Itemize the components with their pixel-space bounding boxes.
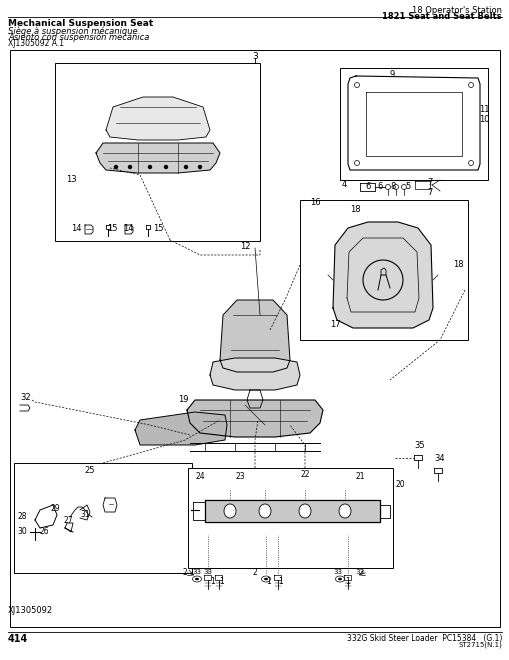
Text: 3: 3: [251, 52, 258, 61]
Text: 414: 414: [8, 634, 28, 644]
Circle shape: [198, 166, 201, 168]
Text: 24: 24: [195, 472, 205, 481]
Text: 1821 Seat and Seat Belts: 1821 Seat and Seat Belts: [382, 12, 501, 21]
Polygon shape: [210, 358, 299, 390]
Text: 14: 14: [71, 224, 81, 233]
Bar: [299, 200, 467, 340]
Text: 15: 15: [106, 224, 117, 233]
Text: 6: 6: [364, 182, 370, 191]
Bar: [340, 68, 487, 180]
Text: 2: 2: [252, 568, 257, 577]
Text: 30: 30: [17, 527, 27, 536]
Ellipse shape: [194, 578, 199, 580]
Text: 7: 7: [427, 178, 432, 187]
Text: 4: 4: [341, 180, 346, 189]
Circle shape: [128, 166, 131, 168]
Text: 18: 18: [452, 260, 462, 269]
Polygon shape: [135, 412, 227, 445]
Text: 32: 32: [20, 393, 31, 402]
Text: 22: 22: [300, 470, 309, 479]
Text: Siège à suspension mécanique: Siège à suspension mécanique: [8, 26, 137, 36]
Text: 7: 7: [427, 188, 432, 197]
Text: ST2715(N.1): ST2715(N.1): [457, 641, 501, 647]
Text: Mechanical Suspension Seat: Mechanical Suspension Seat: [8, 19, 153, 28]
Text: 33: 33: [355, 569, 364, 575]
Text: 33: 33: [203, 569, 212, 575]
Bar: [55, 63, 260, 241]
Text: 33: 33: [192, 569, 201, 575]
Bar: [14, 463, 191, 573]
Text: 34: 34: [434, 454, 444, 463]
Text: 31: 31: [80, 510, 90, 519]
Text: 19: 19: [178, 395, 188, 404]
Text: 29: 29: [50, 504, 60, 513]
Ellipse shape: [298, 504, 310, 518]
Text: 33: 33: [333, 569, 342, 575]
Polygon shape: [332, 222, 432, 328]
Text: 18 Operator's Station: 18 Operator's Station: [411, 6, 501, 15]
Text: 12: 12: [239, 242, 250, 251]
Text: 25: 25: [84, 466, 95, 475]
Text: 1: 1: [210, 577, 215, 586]
Circle shape: [148, 166, 151, 168]
Text: 23: 23: [235, 472, 244, 481]
Ellipse shape: [338, 504, 350, 518]
Text: 8: 8: [389, 182, 395, 191]
Text: 9: 9: [388, 70, 394, 79]
Text: 10: 10: [478, 115, 489, 124]
Bar: [188, 468, 392, 568]
Polygon shape: [106, 97, 210, 140]
Ellipse shape: [264, 578, 267, 580]
Ellipse shape: [337, 578, 342, 580]
Text: 26: 26: [39, 527, 49, 536]
Circle shape: [115, 166, 117, 168]
Text: XJ1305092: XJ1305092: [8, 606, 53, 615]
Text: 18: 18: [349, 205, 359, 214]
Text: 35: 35: [414, 441, 425, 450]
Text: 1: 1: [278, 577, 283, 586]
Text: 13: 13: [66, 175, 76, 184]
Text: 28: 28: [17, 512, 26, 521]
Polygon shape: [219, 300, 290, 372]
Polygon shape: [187, 400, 322, 437]
Polygon shape: [205, 500, 379, 522]
Text: 6: 6: [377, 182, 382, 191]
Text: 14: 14: [123, 224, 133, 233]
Text: XJ1305092 A.1: XJ1305092 A.1: [8, 39, 64, 48]
Text: 15: 15: [153, 224, 163, 233]
Text: Asiento con suspensión mecánica: Asiento con suspensión mecánica: [8, 32, 149, 42]
Text: 1: 1: [266, 577, 271, 586]
Bar: [10, 50, 499, 627]
Text: 2: 2: [182, 568, 187, 577]
Ellipse shape: [259, 504, 270, 518]
Text: 21: 21: [355, 472, 364, 481]
Text: 16: 16: [309, 198, 320, 207]
Text: 332G Skid Steer Loader  PC15384   (G.1): 332G Skid Steer Loader PC15384 (G.1): [346, 634, 501, 643]
Text: 11: 11: [478, 105, 489, 114]
Circle shape: [164, 166, 167, 168]
Text: 17: 17: [329, 320, 340, 329]
Text: 1: 1: [219, 577, 224, 586]
Polygon shape: [96, 143, 219, 173]
Ellipse shape: [223, 504, 236, 518]
Circle shape: [184, 166, 187, 168]
Text: 20: 20: [394, 480, 404, 489]
Text: 1: 1: [345, 577, 350, 586]
Text: 27: 27: [63, 516, 73, 525]
Text: 5: 5: [405, 182, 410, 191]
